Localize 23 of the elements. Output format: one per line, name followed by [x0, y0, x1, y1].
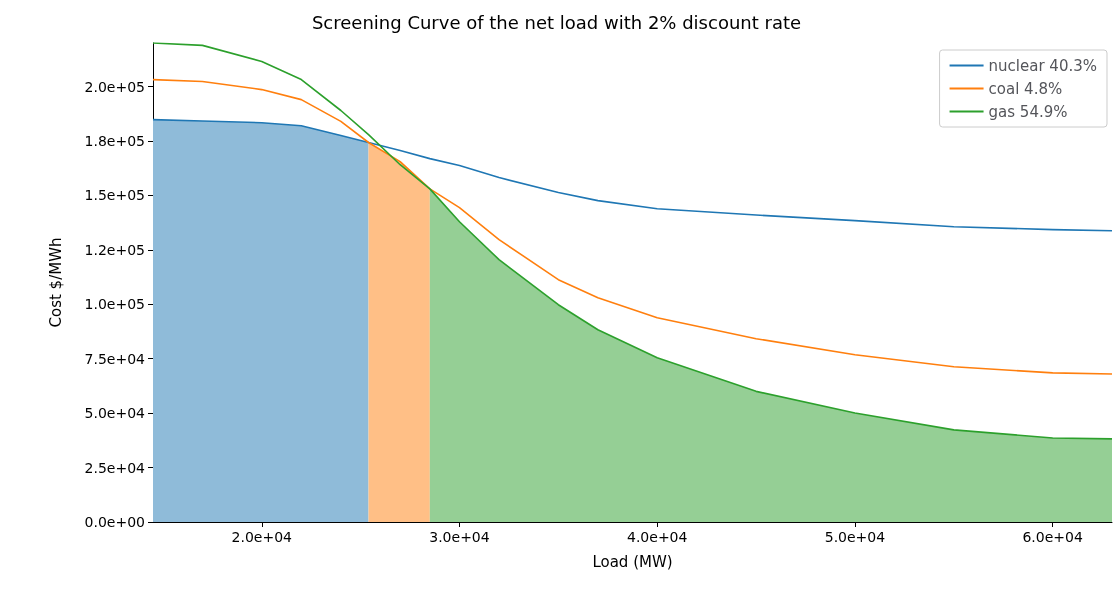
x-tick-label: 6.0e+04	[1022, 529, 1083, 545]
x-axis-title: Load (MW)	[592, 552, 673, 571]
x-tick-label: 5.0e+04	[824, 529, 886, 545]
line-series	[152, 78, 1113, 375]
y-tick-label: 0.0e+00	[84, 514, 145, 530]
line-series	[152, 42, 1113, 440]
line-series	[152, 118, 1113, 232]
x-tick-label: 4.0e+04	[627, 529, 688, 545]
chart-title: Screening Curve of the net load with 2% discount rate	[311, 11, 802, 33]
y-tick-label: 1.5e+05	[84, 187, 145, 204]
y-tick-label: 2.5e+04	[84, 459, 146, 476]
y-tick-label: 7.5e+04	[84, 350, 146, 367]
y-tick-label: 5.0e+04	[84, 405, 146, 422]
x-tick-label: 3.0e+04	[429, 529, 490, 545]
y-tick-label: 1.2e+05	[84, 241, 145, 258]
y-tick-label: 1.0e+05	[84, 296, 145, 313]
y-axis-title: Cost $/MWh	[46, 237, 65, 328]
x-tick-label: 2.0e+04	[231, 529, 293, 545]
legend-label: gas 54.9%	[988, 102, 1068, 121]
y-tick-label: 1.8e+05	[84, 132, 145, 149]
legend-label: nuclear 40.3%	[988, 56, 1097, 75]
y-tick-label: 2.0e+05	[84, 78, 145, 95]
legend-label: coal 4.8%	[988, 79, 1063, 98]
